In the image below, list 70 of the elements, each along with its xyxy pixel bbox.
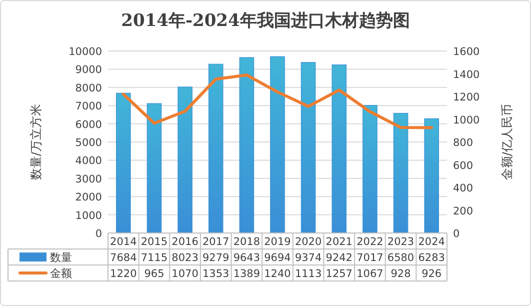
y2-tick-label: 0 (453, 228, 460, 240)
data-label: 1070 (172, 268, 198, 280)
bar (208, 64, 224, 234)
y-tick-label: 0 (95, 228, 102, 240)
data-label: 7017 (356, 252, 384, 264)
y2-tick-label: 1000 (453, 114, 480, 126)
x-tick-label: 2015 (140, 236, 168, 248)
y2-tick-label: 200 (453, 205, 474, 218)
y-tick-label: 9000 (75, 64, 102, 76)
y-tick-label: 1000 (75, 210, 102, 222)
data-label: 1220 (110, 268, 137, 280)
x-tick-label: 2019 (264, 236, 291, 248)
data-label: 1257 (326, 268, 353, 280)
y-tick-label: 4000 (75, 155, 102, 168)
data-label: 7684 (110, 252, 138, 264)
y-tick-label: 6000 (75, 118, 102, 131)
bar (178, 86, 192, 234)
bar (424, 118, 439, 234)
data-label: 9279 (202, 252, 230, 264)
y2-tick-label: 1400 (453, 68, 480, 81)
bar (393, 112, 408, 234)
x-tick-label: 2024 (418, 236, 446, 248)
chart-title: 2014年-2024年我国进口木材趋势图 (121, 11, 410, 31)
data-label: 7115 (140, 252, 168, 264)
data-label: 9242 (326, 252, 353, 264)
x-tick-label: 2017 (202, 236, 230, 248)
data-label: 1353 (202, 268, 230, 280)
y2-tick-label: 1200 (453, 92, 480, 104)
x-tick-label: 2020 (294, 236, 322, 248)
y-tick-label: 8000 (75, 82, 102, 94)
x-tick-label: 2014 (110, 236, 138, 248)
bar (146, 103, 162, 234)
y-tick-label: 3000 (75, 173, 102, 186)
data-label: 8023 (172, 252, 198, 264)
y-axis-title: 数量/万立方米 (29, 104, 43, 180)
y-tick-label: 2000 (75, 192, 102, 204)
bar (116, 92, 131, 234)
data-label: 6580 (387, 252, 414, 264)
legend-label: 数量 (50, 251, 72, 264)
data-label: 926 (422, 268, 442, 280)
data-label: 1240 (264, 268, 291, 280)
bar (239, 57, 254, 234)
line-series (122, 74, 434, 130)
data-label: 6283 (418, 252, 445, 264)
data-label: 1389 (233, 268, 260, 280)
y2-tick-label: 400 (453, 182, 474, 194)
x-tick-label: 2022 (356, 236, 384, 248)
y2-tick-label: 1600 (453, 46, 480, 58)
x-tick-label: 2018 (233, 236, 260, 248)
data-label: 9694 (264, 252, 292, 264)
legend-label: 金额 (50, 267, 72, 280)
y-tick-label: 7000 (75, 100, 102, 113)
x-tick-label: 2016 (172, 236, 199, 248)
data-label: 9374 (294, 252, 322, 264)
data-label: 1067 (356, 268, 384, 280)
x-tick-label: 2023 (387, 236, 414, 248)
bar (270, 56, 285, 234)
x-tick-label: 2021 (326, 236, 353, 248)
data-label: 965 (144, 268, 164, 280)
y2-tick-label: 800 (453, 137, 474, 149)
y2-tick-label: 600 (453, 160, 474, 172)
data-label: 9643 (233, 252, 260, 264)
data-label: 1113 (294, 268, 322, 280)
data-label: 928 (390, 268, 411, 280)
bar (362, 104, 378, 234)
y-tick-label: 10000 (68, 46, 102, 58)
y2-axis-title: 金额/亿人民币 (500, 104, 514, 180)
bar (332, 64, 347, 234)
y-tick-label: 5000 (75, 137, 102, 149)
bar (300, 62, 316, 234)
